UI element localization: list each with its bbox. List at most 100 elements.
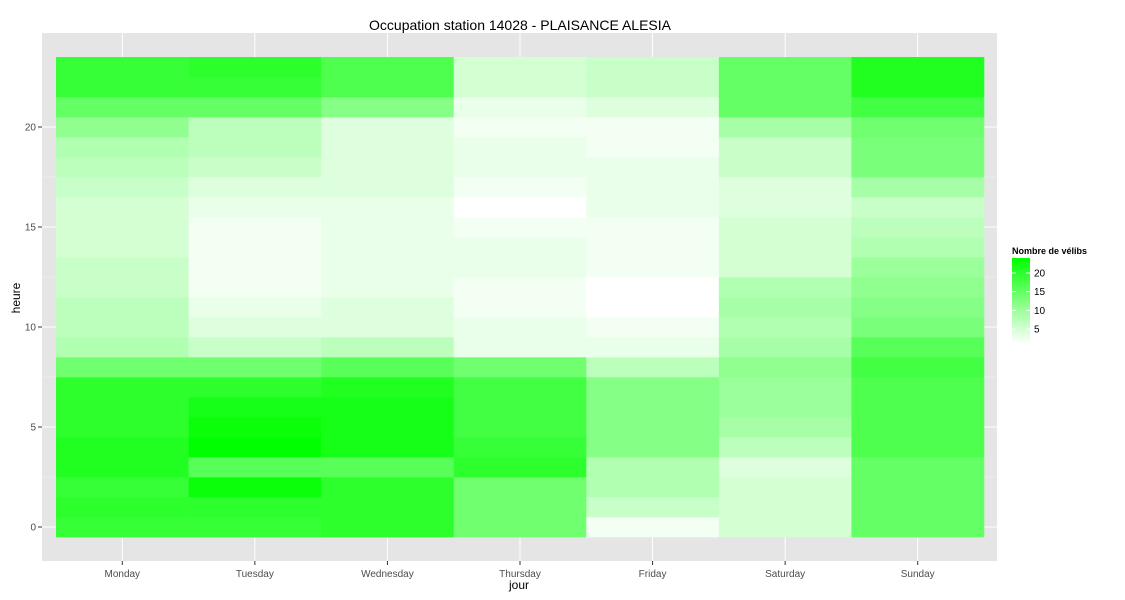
heatmap-cell-thursday-10 <box>453 317 587 338</box>
heatmap-cell-thursday-12 <box>453 277 587 298</box>
legend-title: Nombre de vélibs <box>1012 246 1087 256</box>
heatmap-cell-wednesday-8 <box>321 357 455 378</box>
heatmap-cell-wednesday-21 <box>321 97 455 118</box>
heatmap-cell-sunday-13 <box>851 257 985 278</box>
heatmap-cell-saturday-23 <box>718 57 852 78</box>
heatmap-cell-friday-3 <box>586 457 720 478</box>
heatmap-cell-monday-6 <box>56 397 189 418</box>
heatmap-cell-wednesday-18 <box>321 157 455 178</box>
heatmap-cell-tuesday-16 <box>188 197 322 218</box>
heatmap-cell-tuesday-17 <box>188 177 322 198</box>
heatmap-cell-friday-12 <box>586 277 720 298</box>
heatmap-cell-thursday-17 <box>453 177 587 198</box>
heatmap-cell-friday-4 <box>586 437 720 458</box>
heatmap-cell-saturday-3 <box>718 457 852 478</box>
y-axis-ticks: 0 5 10 15 20 <box>25 123 42 534</box>
legend-label: 5 <box>1034 325 1040 336</box>
heatmap-cell-thursday-4 <box>453 437 587 458</box>
heatmap-cell-thursday-20 <box>453 117 587 138</box>
heatmap-cell-tuesday-18 <box>188 157 322 178</box>
heatmap-cell-friday-15 <box>586 217 720 238</box>
heatmap-cell-thursday-19 <box>453 137 587 158</box>
heatmap-cell-monday-13 <box>56 257 189 278</box>
heatmap-cell-monday-15 <box>56 217 189 238</box>
y-tick-label: 20 <box>25 123 37 134</box>
heatmap-cell-monday-16 <box>56 197 189 218</box>
heatmap-cell-saturday-17 <box>718 177 852 198</box>
heatmap-cells <box>56 57 985 538</box>
x-axis-ticks: Monday Tuesday Wednesday Thursday Friday Satu… <box>104 561 935 580</box>
heatmap-cell-tuesday-3 <box>188 457 322 478</box>
heatmap-cell-sunday-10 <box>851 317 985 338</box>
heatmap-cell-saturday-9 <box>718 337 852 358</box>
heatmap-cell-wednesday-5 <box>321 417 455 438</box>
heatmap-cell-sunday-20 <box>851 117 985 138</box>
heatmap-cell-sunday-22 <box>851 77 985 98</box>
heatmap-cell-sunday-6 <box>851 397 985 418</box>
heatmap-cell-thursday-15 <box>453 217 587 238</box>
heatmap-cell-thursday-0 <box>453 517 587 538</box>
heatmap-cell-tuesday-13 <box>188 257 322 278</box>
heatmap-cell-tuesday-5 <box>188 417 322 438</box>
legend-label: 15 <box>1034 287 1046 298</box>
heatmap-cell-sunday-23 <box>851 57 985 78</box>
heatmap-cell-wednesday-22 <box>321 77 455 98</box>
heatmap-cell-wednesday-23 <box>321 57 455 78</box>
heatmap-cell-sunday-11 <box>851 297 985 318</box>
heatmap-cell-tuesday-0 <box>188 517 322 538</box>
y-tick-label: 5 <box>30 423 36 434</box>
heatmap-cell-sunday-3 <box>851 457 985 478</box>
heatmap-cell-tuesday-21 <box>188 97 322 118</box>
heatmap-cell-sunday-0 <box>851 517 985 538</box>
heatmap-cell-thursday-8 <box>453 357 587 378</box>
heatmap-cell-friday-22 <box>586 77 720 98</box>
heatmap-cell-saturday-4 <box>718 437 852 458</box>
heatmap-cell-sunday-21 <box>851 97 985 118</box>
heatmap-cell-wednesday-1 <box>321 497 455 518</box>
heatmap-cell-thursday-11 <box>453 297 587 318</box>
y-tick-label: 0 <box>30 523 36 534</box>
heatmap-cell-monday-2 <box>56 477 189 498</box>
heatmap-cell-saturday-22 <box>718 77 852 98</box>
heatmap-cell-wednesday-6 <box>321 397 455 418</box>
x-tick-label-friday: Friday <box>639 569 667 580</box>
heatmap-cell-tuesday-22 <box>188 77 322 98</box>
heatmap-cell-thursday-21 <box>453 97 587 118</box>
heatmap-cell-wednesday-4 <box>321 437 455 458</box>
heatmap-cell-saturday-19 <box>718 137 852 158</box>
heatmap-cell-thursday-6 <box>453 397 587 418</box>
heatmap-cell-friday-1 <box>586 497 720 518</box>
chart-title: Occupation station 14028 - PLAISANCE ALE… <box>369 17 672 33</box>
heatmap-cell-wednesday-3 <box>321 457 455 478</box>
heatmap-cell-wednesday-0 <box>321 517 455 538</box>
x-tick-label-thursday: Thursday <box>499 569 541 580</box>
heatmap-cell-friday-9 <box>586 337 720 358</box>
legend-label: 20 <box>1034 268 1046 279</box>
heatmap-cell-tuesday-10 <box>188 317 322 338</box>
heatmap-cell-wednesday-19 <box>321 137 455 158</box>
heatmap-cell-tuesday-7 <box>188 377 322 398</box>
heatmap-cell-monday-9 <box>56 337 189 358</box>
heatmap-cell-sunday-19 <box>851 137 985 158</box>
heatmap-cell-tuesday-4 <box>188 437 322 458</box>
heatmap-cell-monday-1 <box>56 497 189 518</box>
heatmap-cell-sunday-4 <box>851 437 985 458</box>
heatmap-cell-sunday-1 <box>851 497 985 518</box>
heatmap-cell-friday-18 <box>586 157 720 178</box>
x-tick-label-tuesday: Tuesday <box>236 569 274 580</box>
heatmap-cell-friday-10 <box>586 317 720 338</box>
heatmap-cell-thursday-1 <box>453 497 587 518</box>
heatmap-cell-saturday-11 <box>718 297 852 318</box>
x-tick-label-monday: Monday <box>104 569 140 580</box>
heatmap-cell-sunday-8 <box>851 357 985 378</box>
heatmap-cell-monday-17 <box>56 177 189 198</box>
heatmap-cell-sunday-12 <box>851 277 985 298</box>
x-tick-label-wednesday: Wednesday <box>361 569 414 580</box>
heatmap-cell-monday-10 <box>56 317 189 338</box>
heatmap-cell-wednesday-13 <box>321 257 455 278</box>
heatmap-cell-friday-20 <box>586 117 720 138</box>
heatmap-cell-friday-11 <box>586 297 720 318</box>
x-tick-label-sunday: Sunday <box>901 569 935 580</box>
heatmap-cell-saturday-21 <box>718 97 852 118</box>
heatmap-cell-saturday-0 <box>718 517 852 538</box>
